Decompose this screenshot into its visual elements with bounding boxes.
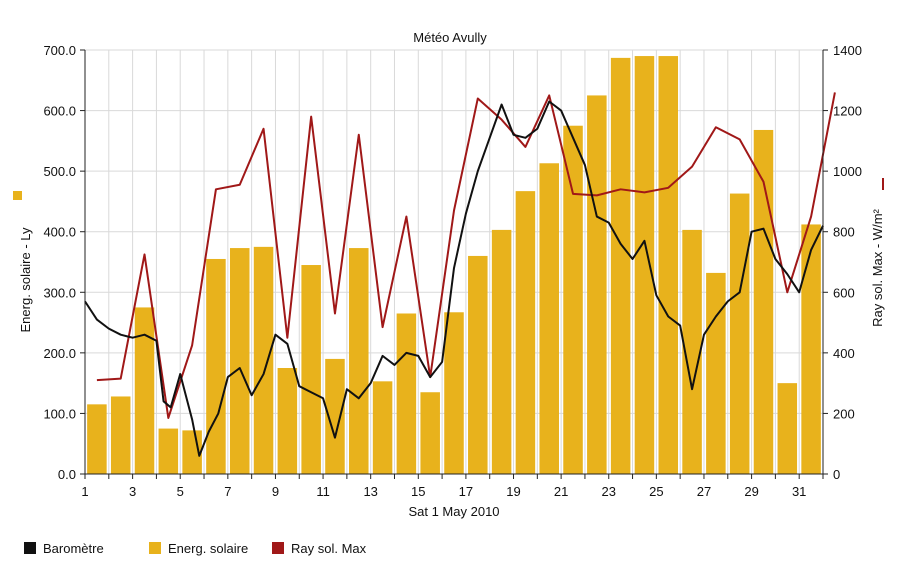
x-tick-label: 17 bbox=[459, 484, 473, 499]
left-tick-label: 200.0 bbox=[43, 346, 76, 361]
x-tick-label: 13 bbox=[363, 484, 377, 499]
left-tick-label: 600.0 bbox=[43, 104, 76, 119]
left-tick-label: 700.0 bbox=[43, 43, 76, 58]
energy-bar bbox=[134, 307, 155, 474]
legend-swatch-ray bbox=[272, 542, 284, 554]
x-tick-label: 21 bbox=[554, 484, 568, 499]
x-tick-label: 23 bbox=[602, 484, 616, 499]
energy-bar bbox=[682, 229, 702, 474]
energy-bar bbox=[491, 229, 512, 474]
x-tick-label: 27 bbox=[697, 484, 711, 499]
energy-bar bbox=[515, 191, 536, 475]
energy-bar bbox=[206, 258, 226, 474]
energy-bar bbox=[801, 224, 821, 474]
energy-bar bbox=[563, 125, 583, 474]
right-tick-label: 800 bbox=[833, 225, 855, 240]
right-tick-label: 600 bbox=[833, 285, 855, 300]
right-tick-label: 1400 bbox=[833, 43, 862, 58]
energy-bar bbox=[634, 56, 655, 475]
axis-labels: 0.0 100.0 200.0 300.0 400.0 500.0 600.0 700.0 0 2… bbox=[18, 43, 885, 519]
energy-bar bbox=[325, 358, 345, 474]
left-tick-label: 500.0 bbox=[43, 164, 76, 179]
left-tick-label: 300.0 bbox=[43, 285, 76, 300]
x-tick-label: 1 bbox=[81, 484, 88, 499]
energy-bar bbox=[468, 255, 488, 474]
energy-bar bbox=[539, 163, 559, 475]
energy-bar bbox=[420, 392, 440, 474]
energy-bar bbox=[658, 56, 679, 475]
left-tick-label: 100.0 bbox=[43, 406, 76, 421]
energy-bar bbox=[729, 193, 750, 474]
x-tick-label: 5 bbox=[177, 484, 184, 499]
energy-bar bbox=[444, 312, 464, 474]
right-tick-label: 400 bbox=[833, 346, 855, 361]
x-tick-label: 19 bbox=[506, 484, 520, 499]
energy-bar bbox=[396, 313, 417, 474]
left-axis-marker bbox=[13, 191, 22, 200]
x-tick-label: 7 bbox=[224, 484, 231, 499]
x-tick-label: 15 bbox=[411, 484, 425, 499]
energy-bar bbox=[777, 383, 798, 474]
left-axis-label: Energ. solaire - Ly bbox=[18, 227, 33, 333]
legend-swatch-barometre bbox=[24, 542, 36, 554]
right-tick-label: 1000 bbox=[833, 164, 862, 179]
energy-bar bbox=[301, 265, 321, 474]
legend-energy: Energ. solaire bbox=[149, 540, 248, 556]
legend-label-ray: Ray sol. Max bbox=[291, 540, 367, 556]
axes bbox=[13, 49, 884, 479]
legend-label-barometre: Baromètre bbox=[43, 540, 104, 556]
energy-bar bbox=[110, 396, 131, 474]
right-axis-label: Ray sol. Max - W/m² bbox=[870, 208, 885, 326]
left-tick-label: 0.0 bbox=[58, 467, 76, 482]
energy-bar bbox=[277, 368, 298, 474]
x-tick-label: 3 bbox=[129, 484, 136, 499]
energy-bar bbox=[372, 381, 393, 474]
ray-line bbox=[96, 92, 836, 419]
x-tick-label: 9 bbox=[272, 484, 279, 499]
energy-bar bbox=[158, 428, 179, 474]
right-tick-label: 200 bbox=[833, 406, 855, 421]
energy-bar bbox=[253, 246, 274, 474]
x-tick-label: 25 bbox=[649, 484, 663, 499]
x-tick-label: 11 bbox=[316, 484, 330, 499]
right-tick-label: 1200 bbox=[833, 104, 862, 119]
x-tick-label: 31 bbox=[792, 484, 806, 499]
chart-title: Météo Avully bbox=[413, 30, 487, 45]
x-axis-label: Sat 1 May 2010 bbox=[408, 504, 499, 519]
energy-bar bbox=[229, 248, 250, 474]
energy-bar bbox=[87, 404, 107, 474]
legend-swatch-energy bbox=[149, 542, 161, 554]
lines bbox=[84, 92, 836, 457]
grid bbox=[84, 49, 824, 475]
energy-bar bbox=[587, 95, 607, 474]
right-tick-label: 0 bbox=[833, 467, 840, 482]
legend-barometre: Baromètre bbox=[24, 540, 104, 556]
legend-label-energy: Energ. solaire bbox=[168, 540, 249, 556]
energy-bar bbox=[610, 57, 631, 474]
legend-ray: Ray sol. Max bbox=[272, 540, 366, 556]
energy-bar bbox=[753, 129, 774, 474]
left-tick-label: 400.0 bbox=[43, 225, 76, 240]
energy-bar bbox=[706, 272, 726, 474]
energy-bar bbox=[349, 248, 369, 474]
x-tick-label: 29 bbox=[744, 484, 758, 499]
barometre-line bbox=[84, 100, 824, 457]
